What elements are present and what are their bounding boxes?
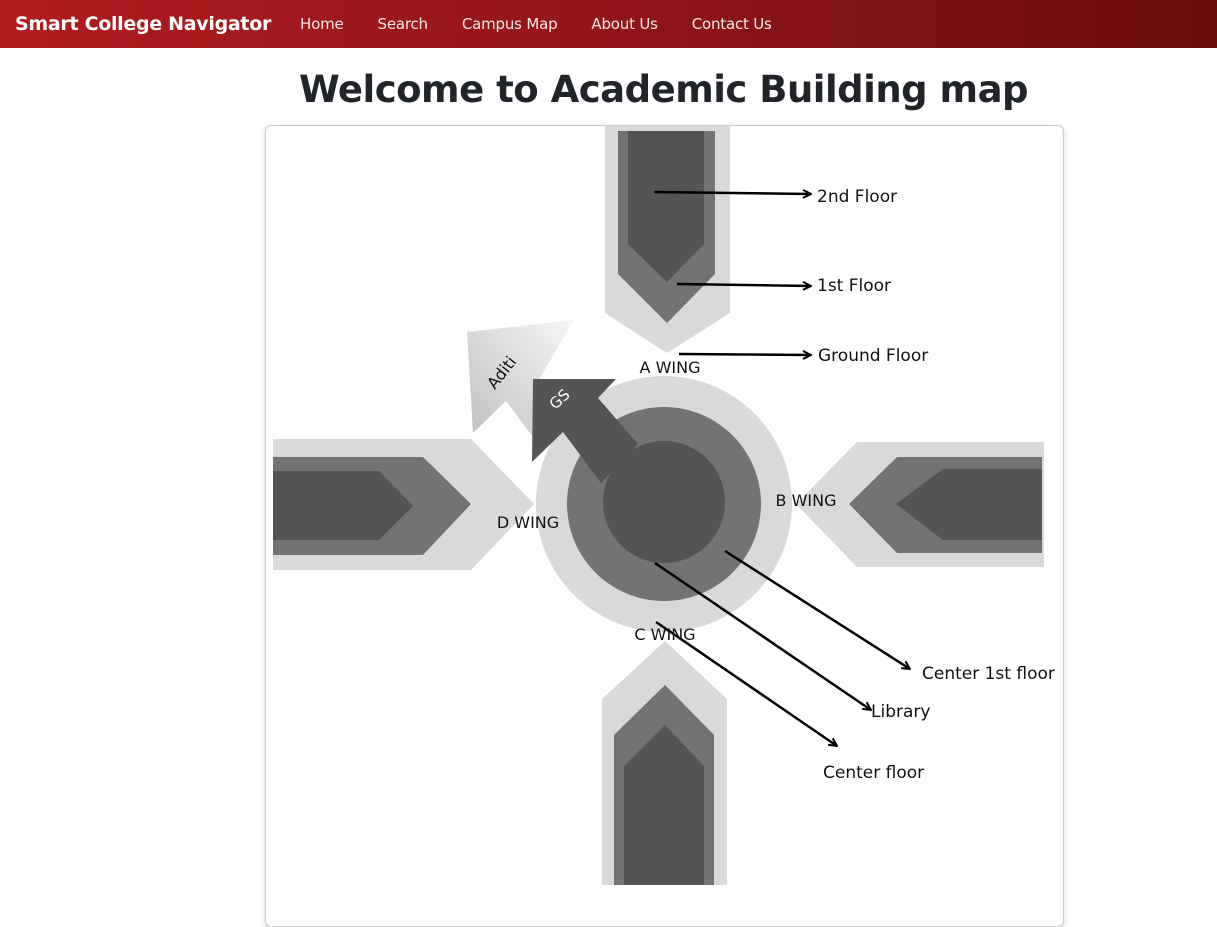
- second-floor-label: 2nd Floor: [817, 187, 897, 207]
- first-floor-label: 1st Floor: [817, 276, 891, 296]
- second-floor-pointer: [653, 192, 811, 194]
- a-wing-block: [605, 126, 730, 353]
- center-floor-pointer: [655, 620, 837, 746]
- nav-about-link[interactable]: About Us: [591, 15, 658, 33]
- first-floor-pointer: [676, 284, 811, 286]
- nav-contact-link[interactable]: Contact Us: [691, 15, 772, 33]
- building-map-image: Aditi GS 2nd Floor 1st Floor Ground Floo…: [273, 126, 1055, 885]
- top-navbar: Smart College Navigator Home Search Camp…: [0, 0, 1217, 48]
- d-wing-label: D WING: [497, 513, 559, 532]
- b-wing-label: B WING: [776, 491, 837, 510]
- center-first-floor-label: Center 1st floor: [922, 664, 1055, 684]
- nav-campus-map-link[interactable]: Campus Map: [461, 15, 558, 33]
- c-wing-label: C WING: [634, 625, 695, 644]
- nav-search-link[interactable]: Search: [377, 15, 429, 33]
- c-wing-block: [602, 641, 727, 885]
- ground-floor-pointer: [678, 354, 811, 355]
- brand-link[interactable]: Smart College Navigator: [15, 13, 272, 35]
- gs-marker: GS: [532, 379, 638, 483]
- ground-floor-label: Ground Floor: [818, 346, 928, 366]
- b-wing-block: [796, 442, 1044, 567]
- center-floor-label: Center floor: [823, 763, 924, 783]
- a-wing-label: A WING: [640, 358, 701, 377]
- library-pointer: [654, 561, 871, 710]
- center-first-floor-pointer: [724, 549, 910, 669]
- building-map-card: Aditi GS 2nd Floor 1st Floor Ground Floo…: [265, 125, 1064, 927]
- library-label: Library: [871, 702, 930, 722]
- d-wing-block: [273, 439, 534, 570]
- page-title: Welcome to Academic Building map: [298, 68, 1029, 111]
- nav-home-link[interactable]: Home: [300, 15, 344, 33]
